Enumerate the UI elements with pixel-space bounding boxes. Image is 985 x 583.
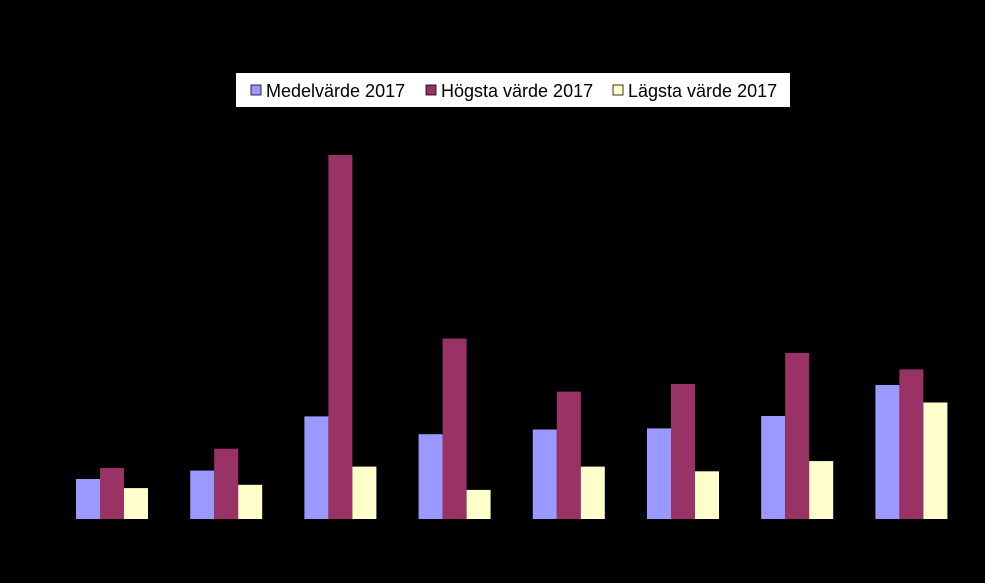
legend-swatch-medel — [250, 84, 262, 96]
legend-swatch-lagsta — [612, 84, 624, 96]
bar-hogsta-6 — [671, 384, 695, 519]
legend-swatch-hogsta — [425, 84, 437, 96]
bar-lagsta-1 — [124, 488, 148, 519]
bar-lagsta-6 — [695, 471, 719, 519]
bar-medel-5 — [532, 429, 557, 519]
bar-hogsta-4 — [442, 338, 467, 519]
bar-medel-1 — [76, 479, 100, 519]
bar-medel-8 — [875, 385, 900, 519]
bars-group — [76, 155, 948, 519]
bar-lagsta-4 — [466, 489, 491, 519]
bar-hogsta-7 — [785, 353, 810, 519]
bar-hogsta-5 — [556, 391, 581, 519]
bar-hogsta-2 — [214, 448, 239, 519]
bar-medel-4 — [418, 434, 443, 519]
bar-hogsta-1 — [100, 468, 124, 519]
bar-lagsta-7 — [809, 461, 834, 519]
bar-hogsta-3 — [328, 155, 353, 519]
bar-medel-7 — [761, 416, 786, 519]
bar-hogsta-8 — [899, 369, 924, 519]
bar-medel-3 — [304, 416, 329, 519]
legend-box — [236, 73, 790, 107]
legend-label-lagsta: Lägsta värde 2017 — [628, 81, 777, 101]
bar-medel-6 — [647, 428, 671, 519]
bar-lagsta-2 — [238, 484, 263, 519]
legend-label-medel: Medelvärde 2017 — [266, 81, 405, 101]
bar-lagsta-5 — [580, 466, 605, 519]
bar-lagsta-8 — [923, 402, 948, 519]
legend-label-hogsta: Högsta värde 2017 — [441, 81, 593, 101]
bar-lagsta-3 — [352, 466, 377, 519]
legend: Medelvärde 2017 Högsta värde 2017 Lägsta… — [236, 73, 790, 107]
bar-medel-2 — [190, 470, 215, 519]
